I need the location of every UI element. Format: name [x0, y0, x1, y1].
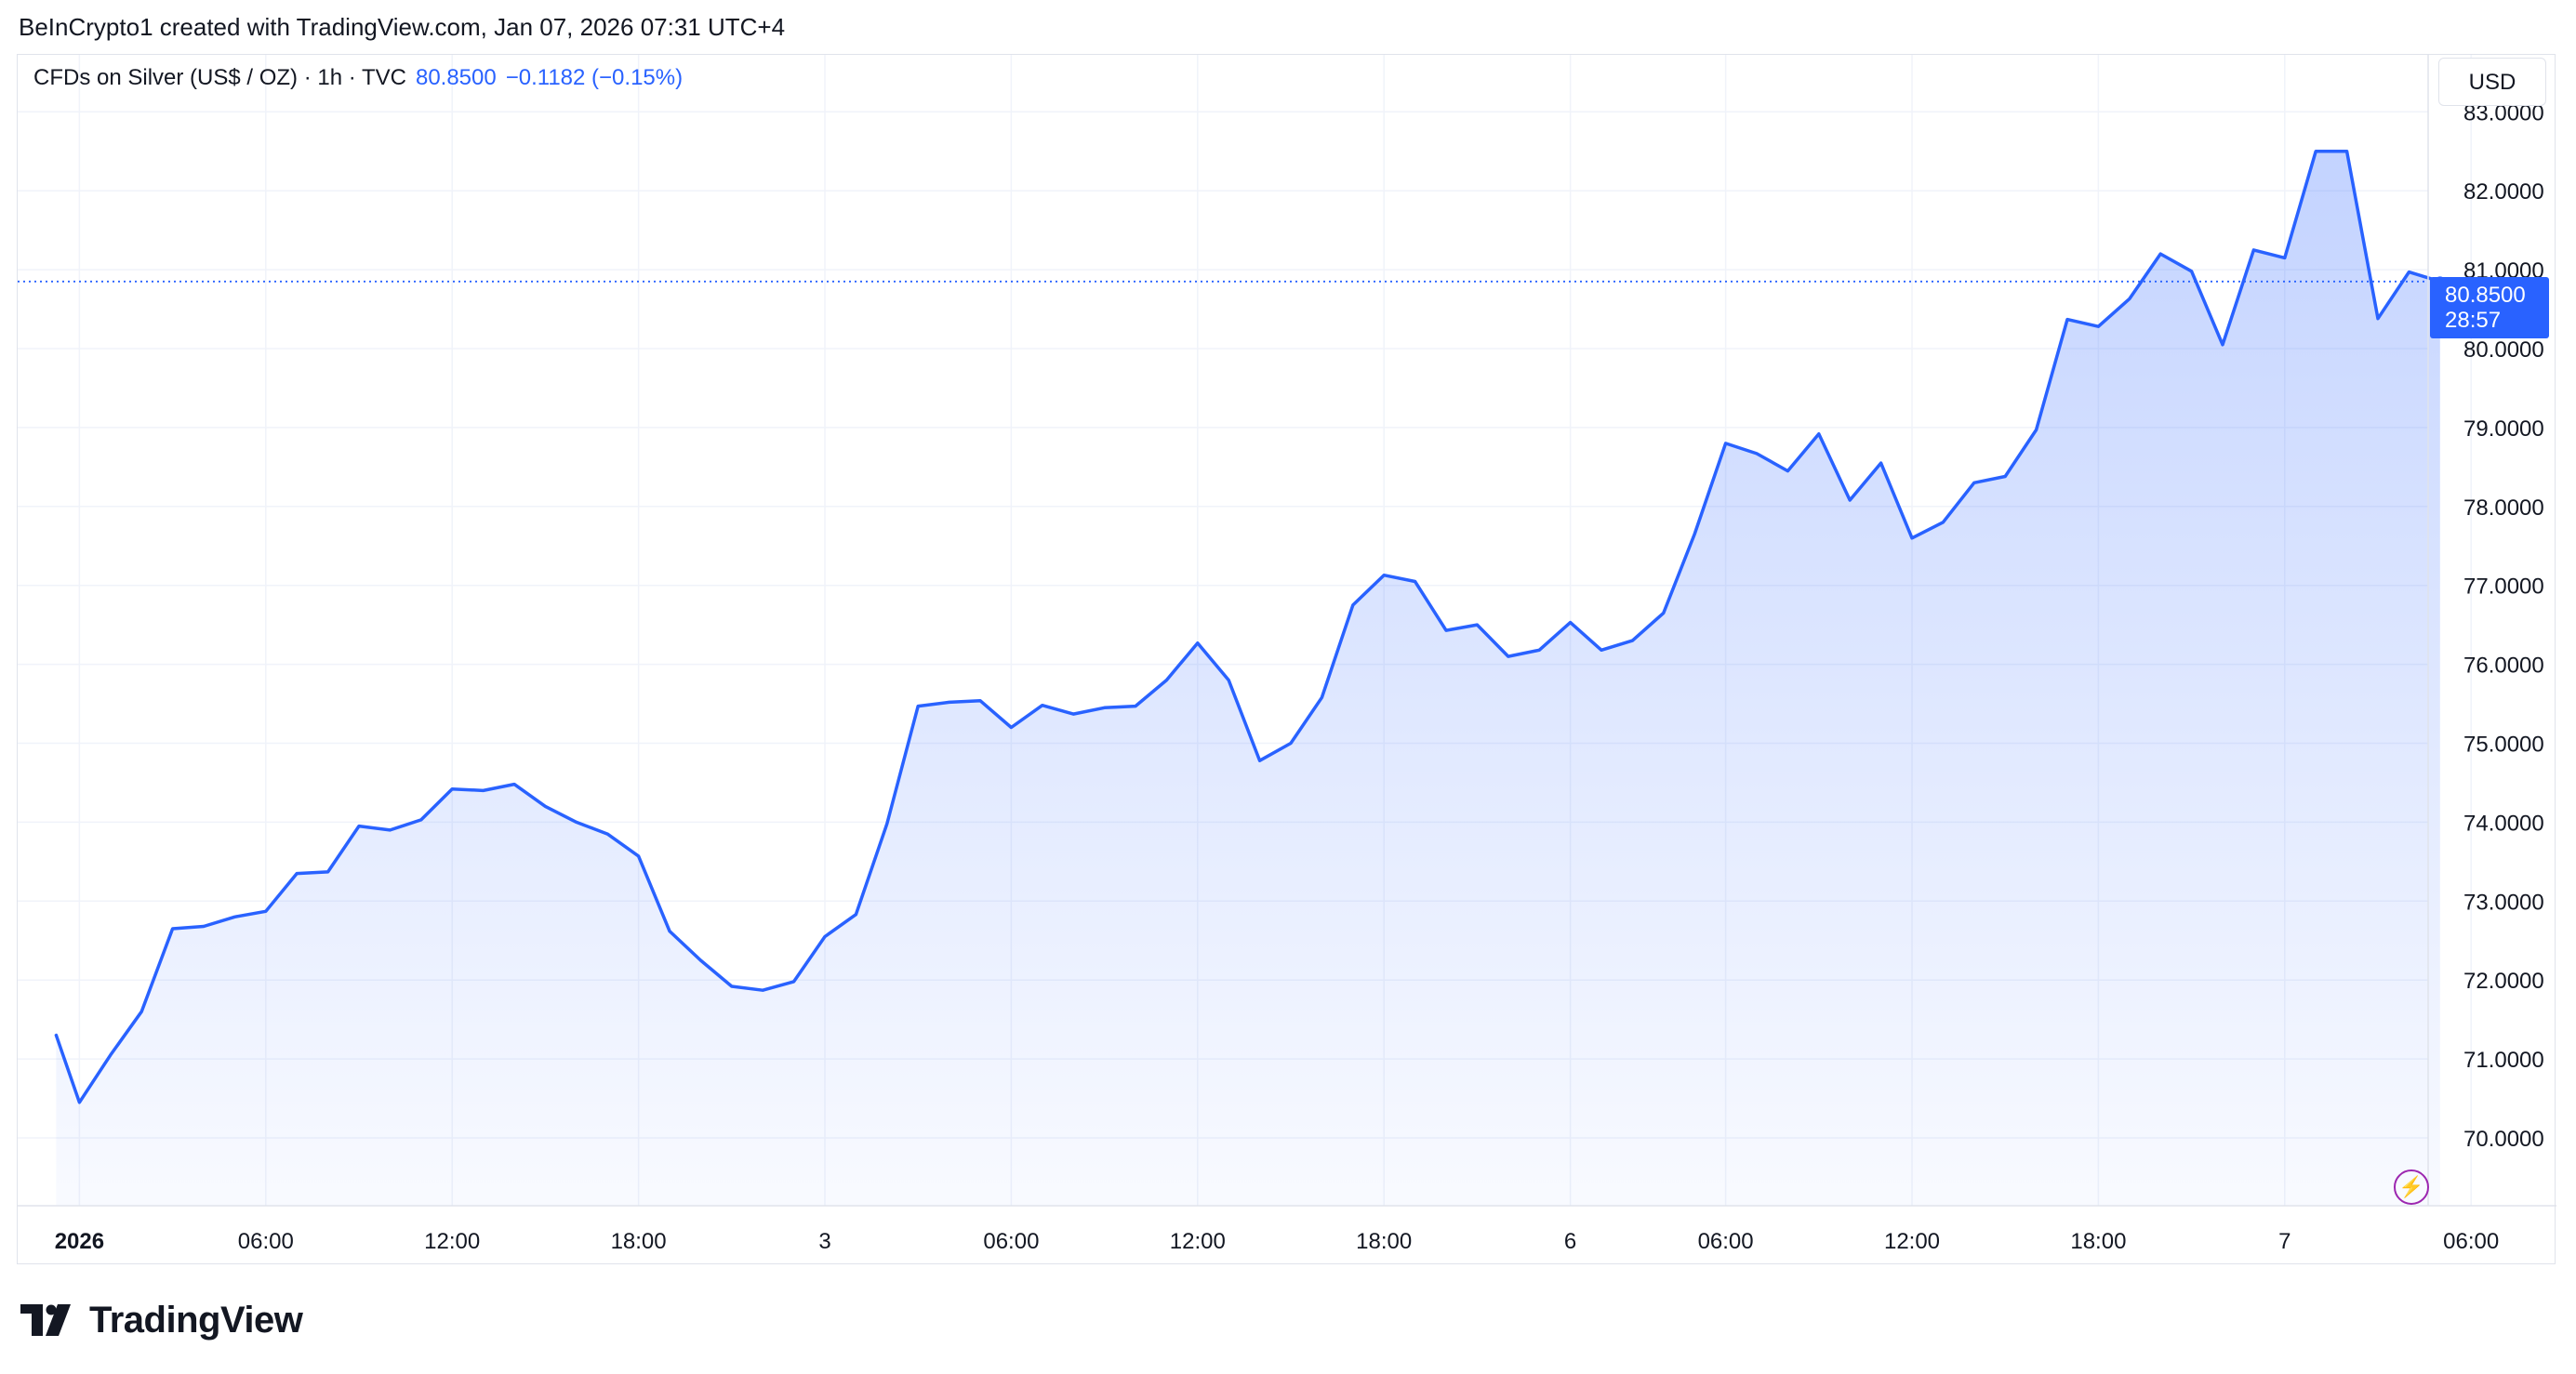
y-tick-label: 76.0000	[2463, 654, 2544, 679]
symbol-legend[interactable]: CFDs on Silver (US$ / OZ) · 1h · TVC 80.8…	[33, 65, 683, 91]
symbol-name[interactable]: CFDs on Silver (US$ / OZ) · 1h · TVC	[33, 65, 406, 90]
y-tick-label: 77.0000	[2463, 575, 2544, 600]
x-tick-label: 18:00	[1356, 1229, 1412, 1254]
price-chart[interactable]: 2026 06:00 12:00 18:00 3 06:00 12:00 18:00 6 06:0…	[18, 55, 2556, 1265]
area-fill	[56, 151, 2440, 1206]
price-line	[54, 150, 2442, 1104]
x-tick-label: 7	[2278, 1229, 2291, 1254]
x-tick-label: 06:00	[983, 1229, 1039, 1254]
y-tick-label: 75.0000	[2463, 733, 2544, 758]
x-tick-label: 12:00	[424, 1229, 480, 1254]
lightning-icon[interactable]: ⚡	[2394, 1169, 2429, 1205]
legend-change: −0.1182 (−0.15%)	[505, 65, 684, 90]
x-tick-label: 12:00	[1884, 1229, 1940, 1254]
chart-credit: BeInCrypto1 created with TradingView.com…	[19, 13, 786, 41]
y-tick-label: 72.0000	[2463, 969, 2544, 994]
x-tick-label: 06:00	[1698, 1229, 1754, 1254]
y-tick-label: 79.0000	[2463, 416, 2544, 442]
y-tick-label: 82.0000	[2463, 179, 2544, 205]
x-tick-label: 12:00	[1170, 1229, 1226, 1254]
x-tick-label: 18:00	[611, 1229, 667, 1254]
time-axis[interactable]: 2026 06:00 12:00 18:00 3 06:00 12:00 18:00 6 06:0…	[18, 1205, 2556, 1254]
brand-logo[interactable]: TradingView	[20, 1299, 303, 1341]
price-area	[54, 150, 2442, 1206]
y-tick-label: 71.0000	[2463, 1048, 2544, 1073]
x-tick-label: 06:00	[238, 1229, 294, 1254]
x-tick-label: 6	[1564, 1229, 1576, 1254]
last-price-label: 80.8500 28:57	[2430, 277, 2549, 338]
chart-frame[interactable]: 2026 06:00 12:00 18:00 3 06:00 12:00 18:00 6 06:0…	[17, 54, 2556, 1264]
y-tick-label: 70.0000	[2463, 1127, 2544, 1152]
x-tick-label: 3	[818, 1229, 830, 1254]
x-tick-label: 18:00	[2070, 1229, 2126, 1254]
last-price-markers	[18, 276, 2446, 287]
y-tick-label: 74.0000	[2463, 811, 2544, 836]
brand-name: TradingView	[89, 1299, 303, 1341]
x-tick-label: 2026	[55, 1229, 104, 1254]
y-tick-label: 78.0000	[2463, 495, 2544, 521]
y-tick-label: 73.0000	[2463, 890, 2544, 915]
currency-button[interactable]: USD	[2438, 58, 2546, 106]
bar-countdown: 28:57	[2445, 308, 2502, 333]
tradingview-logo-icon	[20, 1304, 71, 1336]
last-price-value: 80.8500	[2445, 283, 2526, 308]
price-axis[interactable]: 70.0000 71.0000 72.0000 73.0000 74.0000 75.00…	[2427, 55, 2544, 1206]
x-tick-label: 06:00	[2443, 1229, 2499, 1254]
legend-price: 80.8500	[415, 65, 497, 90]
y-tick-label: 80.0000	[2463, 337, 2544, 363]
